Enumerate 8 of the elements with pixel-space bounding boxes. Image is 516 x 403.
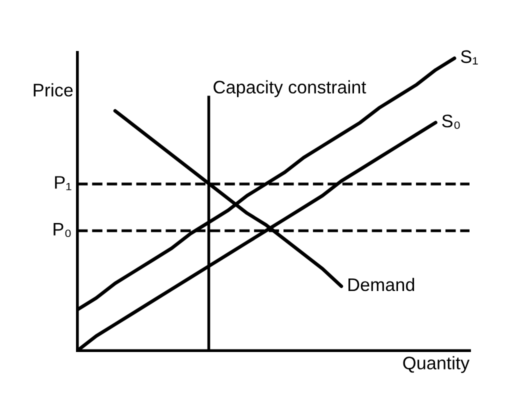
y-axis-title: Price: [34, 83, 73, 97]
ref-line-label: P₀: [54, 222, 71, 238]
ref-line-label: P₁: [55, 176, 72, 190]
series-label: S₀: [442, 114, 460, 129]
annotation: Capacity constraint: [214, 80, 366, 98]
series-label: S₁: [460, 50, 478, 64]
x-axis-title: Quantity: [403, 356, 470, 373]
series-label: Demand: [348, 278, 414, 292]
